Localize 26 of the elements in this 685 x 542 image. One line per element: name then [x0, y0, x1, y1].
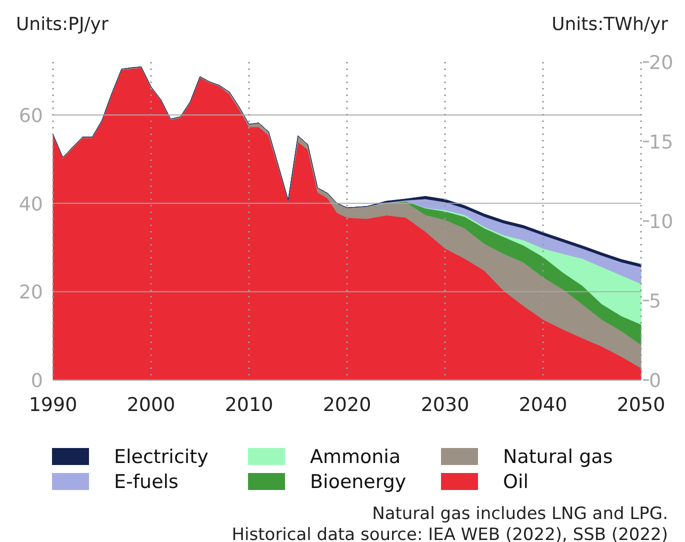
legend-label: Electricity	[114, 446, 208, 468]
text: Historical data source: IEA WEB (2022), SSB (2022)	[232, 525, 668, 542]
x-tick-label: 2010	[224, 394, 274, 416]
x-tick-label: 2040	[518, 394, 568, 416]
y2-tick-label: 5	[649, 290, 662, 312]
x-tick-label: 2050	[616, 394, 666, 416]
y2-tick-label: 10	[649, 211, 674, 233]
text: Natural gas includes LNG and LPG.	[372, 504, 668, 524]
legend-label: E-fuels	[114, 471, 178, 493]
legend-label: Bioenergy	[310, 471, 406, 493]
y-tick-label: 60	[18, 105, 43, 127]
y-tick-label: 20	[18, 282, 43, 304]
y-axis-title: Units:PJ/yr	[16, 14, 109, 35]
x-tick-label: 2030	[420, 394, 470, 416]
x-tick-label: 2020	[322, 394, 372, 416]
y2-tick-label: 15	[649, 132, 674, 154]
legend-label: Ammonia	[310, 446, 401, 468]
y2-tick-label: 0	[649, 370, 662, 392]
y-tick-label: 0	[30, 370, 43, 392]
y2-tick-label: 20	[649, 52, 674, 74]
x-tick-label: 2000	[126, 394, 176, 416]
y2-axis-title: Units:TWh/yr	[552, 14, 669, 35]
y-tick-label: 40	[18, 193, 43, 216]
x-tick-label: 1990	[28, 394, 78, 416]
legend-label: Oil	[503, 471, 529, 493]
legend-label: Natural gas	[503, 446, 613, 468]
